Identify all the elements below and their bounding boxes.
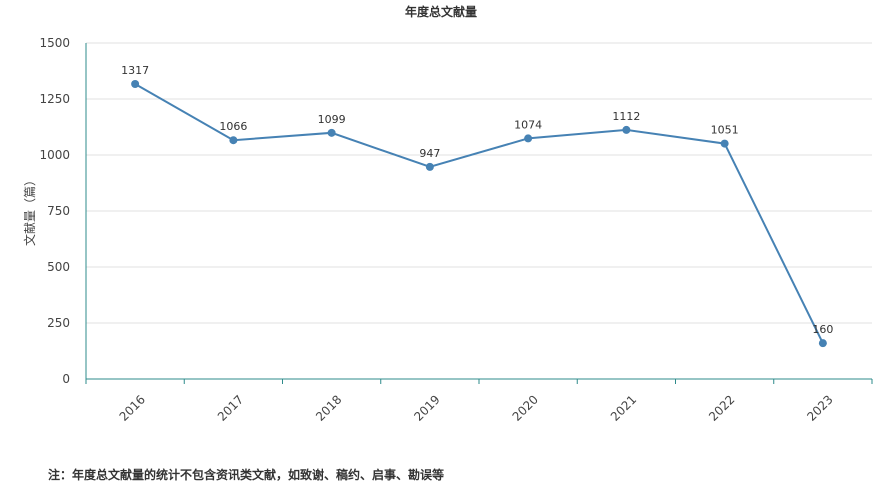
- data-point[interactable]: [327, 128, 336, 137]
- grid-lines: [86, 42, 872, 324]
- data-point[interactable]: [524, 134, 533, 143]
- y-tick-label: 1000: [39, 148, 70, 162]
- y-tick-label: 1250: [39, 92, 70, 106]
- x-axis-ticks: 2016 2017 2018 2019 2020 2021 2022 2023: [85, 379, 873, 424]
- y-axis-label: 文献量（篇）: [22, 174, 37, 246]
- data-point[interactable]: [229, 136, 238, 145]
- data-label: 1074: [514, 118, 542, 131]
- footnote: 注：年度总文献量的统计不包含资讯类文献，如致谢、稿约、启事、勘误等: [48, 468, 445, 482]
- x-tick-label: 2016: [117, 392, 148, 423]
- y-tick-label: 500: [47, 260, 70, 274]
- data-point[interactable]: [131, 79, 140, 88]
- data-point[interactable]: [622, 125, 631, 134]
- data-label: 1099: [318, 113, 346, 126]
- data-label: 1317: [121, 64, 149, 77]
- x-tick-label: 2021: [608, 392, 639, 423]
- data-label: 160: [812, 323, 833, 336]
- x-tick-label: 2019: [411, 392, 442, 423]
- data-label: 1066: [219, 120, 247, 133]
- chart-title: 年度总文献量: [405, 4, 477, 19]
- data-label: 1051: [711, 124, 739, 137]
- x-tick-label: 2020: [510, 392, 541, 423]
- series-line: [134, 83, 824, 344]
- x-tick-label: 2023: [804, 392, 835, 423]
- data-labels: 1317 1066 1099 947 1074 1112 1051 160: [121, 64, 833, 336]
- y-tick-label: 0: [62, 372, 70, 386]
- data-label: 1112: [612, 110, 640, 123]
- x-tick-label: 2018: [313, 392, 344, 423]
- data-label: 947: [419, 147, 440, 160]
- x-tick-label: 2022: [706, 392, 737, 423]
- x-tick-label: 2017: [215, 392, 246, 423]
- data-point[interactable]: [720, 139, 729, 148]
- y-axis-ticks: 0 250 500 750 1000 1250 1500: [39, 36, 70, 386]
- series: [131, 79, 827, 348]
- data-point[interactable]: [818, 339, 827, 348]
- data-point[interactable]: [425, 162, 434, 171]
- y-tick-label: 750: [47, 204, 70, 218]
- y-tick-label: 250: [47, 316, 70, 330]
- y-tick-label: 1500: [39, 36, 70, 50]
